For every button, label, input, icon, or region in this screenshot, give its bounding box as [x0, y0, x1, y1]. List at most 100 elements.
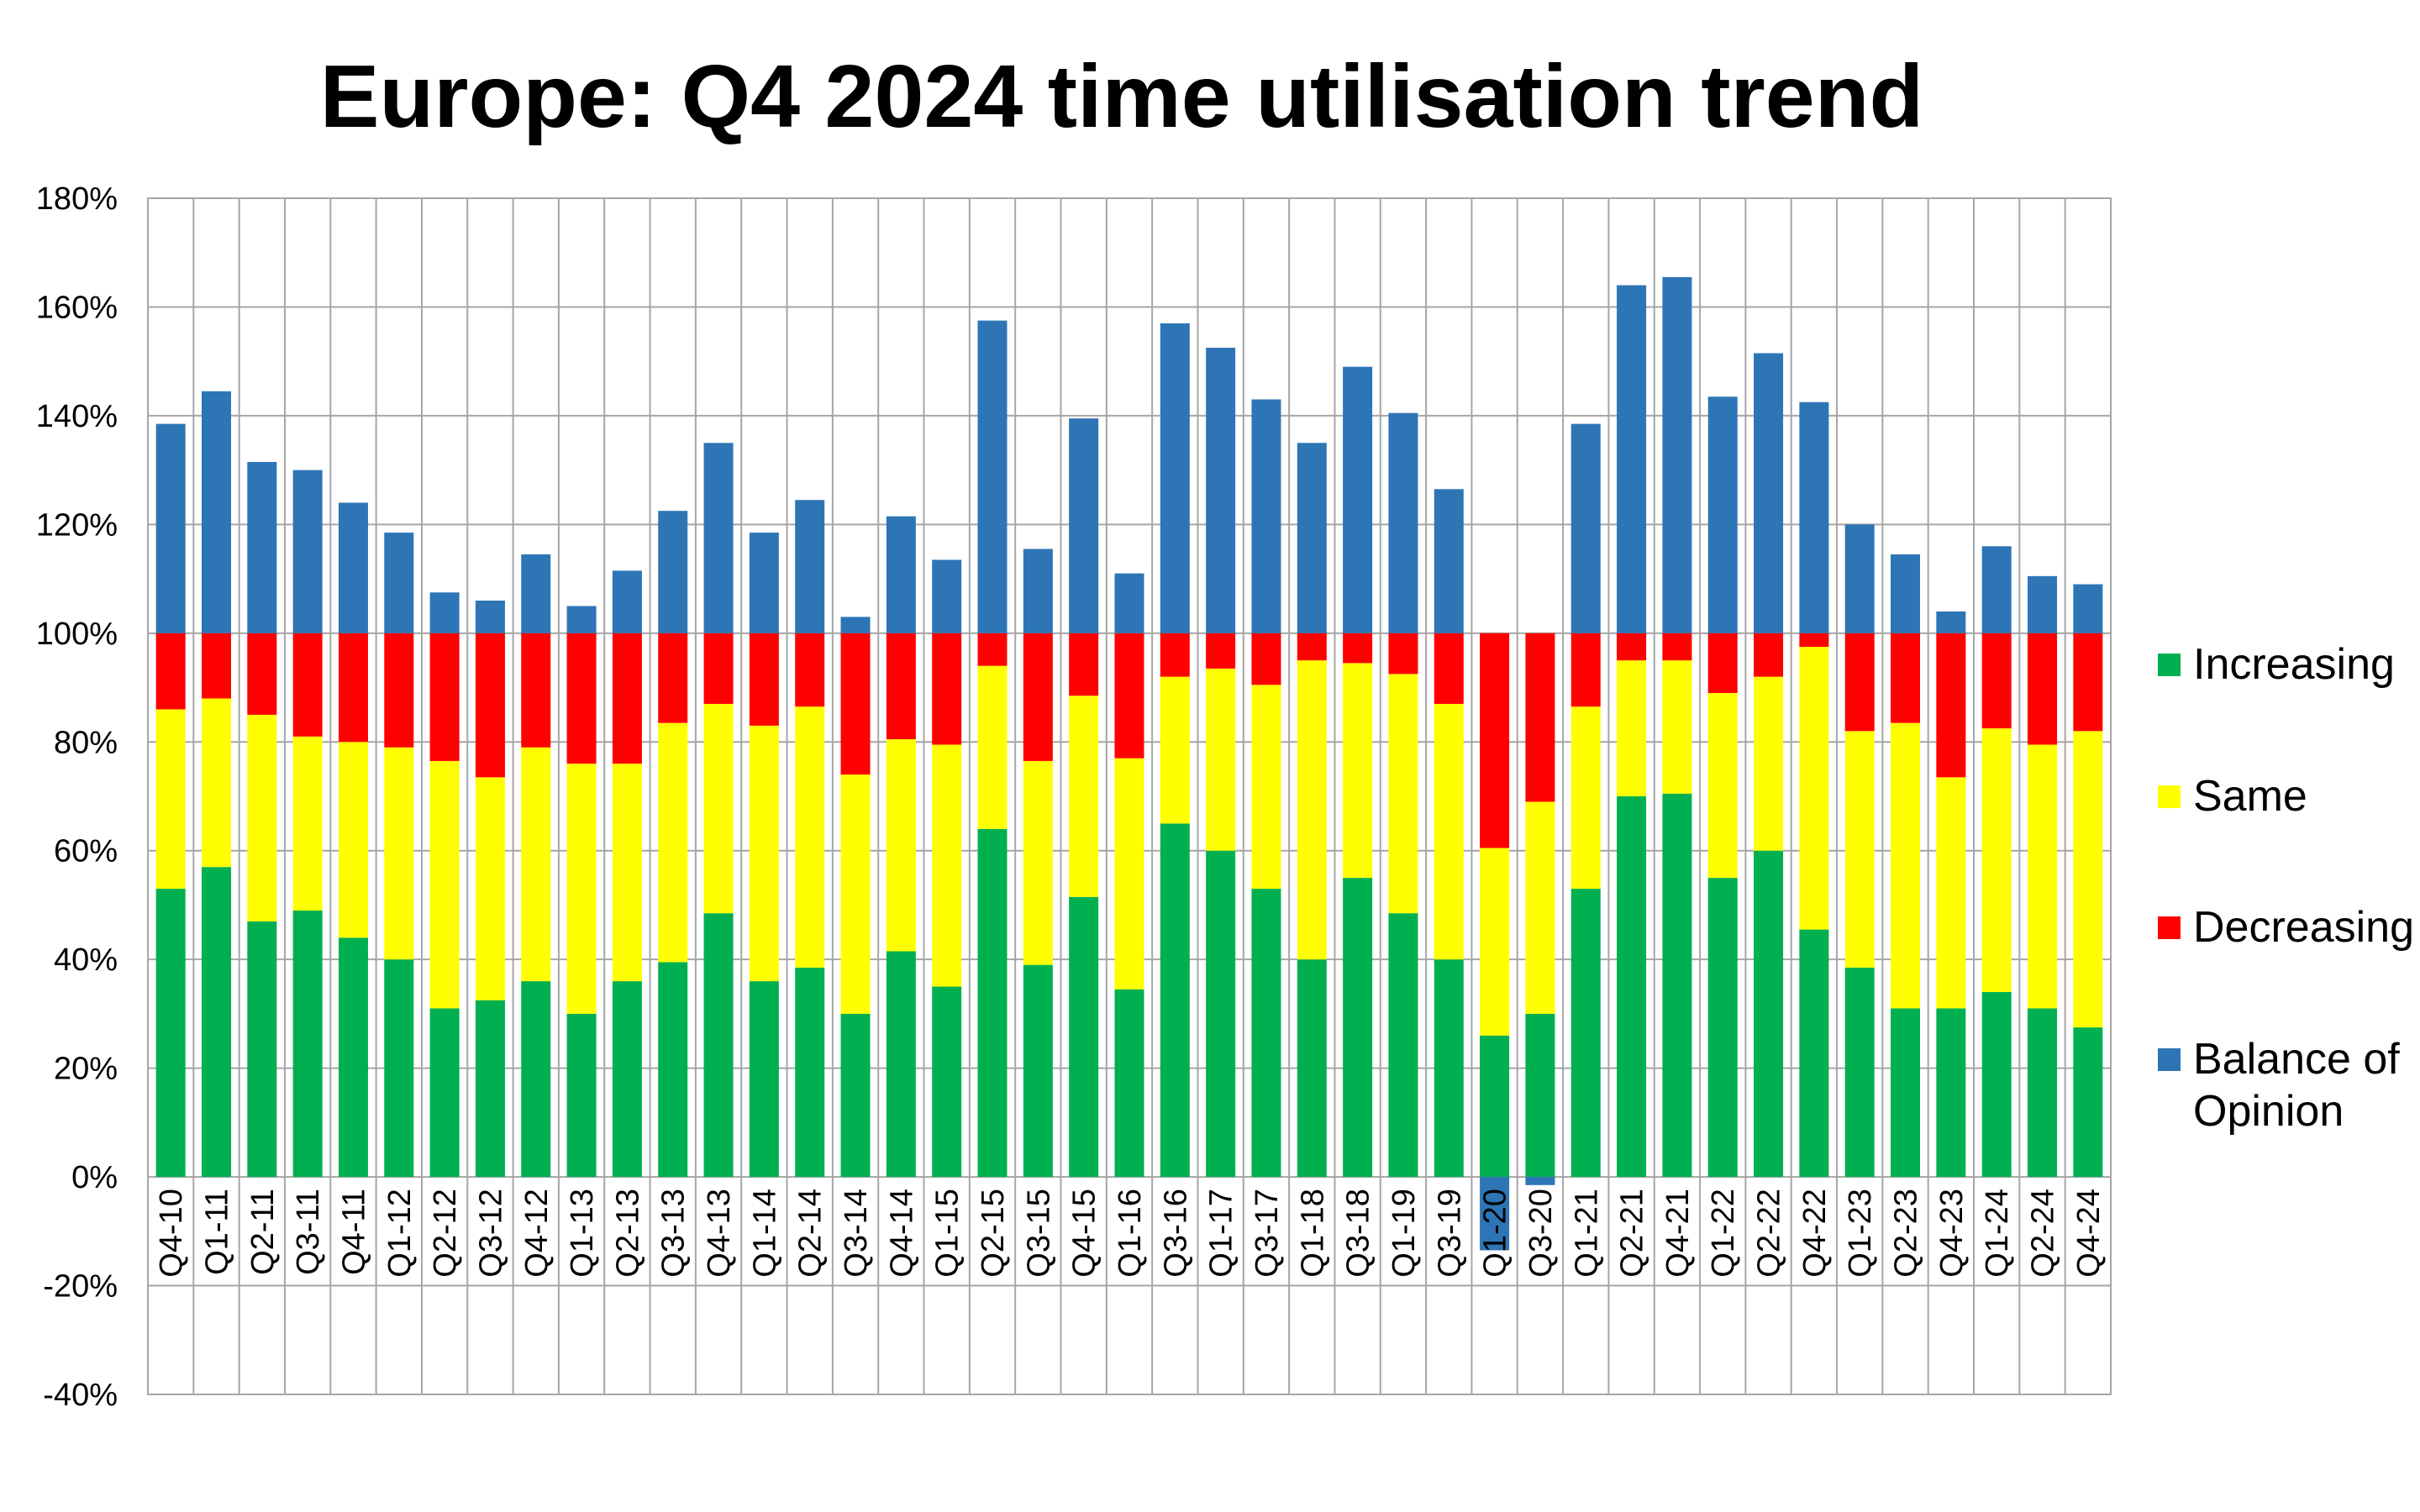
bar-group-q1-18: [1297, 443, 1327, 1178]
bar-increasing-q3-11: [292, 910, 323, 1178]
bar-increasing-q2-14: [795, 967, 825, 1178]
bar-decreasing-q1-20: [1480, 633, 1510, 848]
bar-balance-of-opinion-q1-20: [1480, 1177, 1510, 1251]
bar-decreasing-q1-18: [1297, 633, 1327, 661]
bar-group-q3-14: [840, 617, 871, 1178]
bar-group-q2-14: [795, 500, 825, 1178]
bar-balance-of-opinion-q4-15: [1069, 418, 1099, 633]
x-tick-label: Q3-20: [1523, 1189, 1559, 1278]
bar-balance-of-opinion-q2-15: [977, 320, 1007, 633]
bar-balance-of-opinion-q4-10: [155, 423, 186, 633]
bar-decreasing-q1-24: [1981, 633, 2012, 729]
bar-group-q4-24: [2073, 584, 2103, 1178]
bar-same-q4-24: [2073, 731, 2103, 1028]
bar-increasing-q2-11: [247, 921, 277, 1178]
x-tick-label: Q4-13: [702, 1189, 737, 1278]
bar-same-q4-21: [1662, 660, 1692, 794]
bar-balance-of-opinion-q1-18: [1297, 443, 1327, 633]
bar-balance-of-opinion-q3-16: [1160, 323, 1190, 633]
legend-swatch-same: [2158, 785, 2181, 808]
bar-group-q4-11: [338, 502, 368, 1178]
bar-group-q4-23: [1936, 611, 1966, 1178]
bar-balance-of-opinion-q3-11: [292, 470, 323, 633]
bar-balance-of-opinion-q4-21: [1662, 276, 1692, 633]
bar-same-q1-19: [1388, 674, 1418, 914]
bar-group-q4-15: [1069, 418, 1099, 1178]
bar-group-q3-20: [1525, 633, 1555, 1185]
bar-same-q1-20: [1480, 848, 1510, 1036]
x-tick-label: Q1-24: [1980, 1189, 2015, 1278]
bar-group-q4-12: [521, 554, 551, 1178]
bar-balance-of-opinion-q2-23: [1891, 554, 1921, 633]
bar-group-q1-13: [566, 606, 597, 1178]
bar-balance-of-opinion-q1-11: [201, 391, 231, 633]
bar-same-q3-14: [840, 774, 871, 1014]
bar-same-q3-17: [1251, 685, 1281, 890]
bar-same-q1-13: [566, 764, 597, 1014]
bar-increasing-q4-15: [1069, 896, 1099, 1178]
bar-balance-of-opinion-q2-22: [1754, 353, 1784, 633]
x-tick-label: Q1-13: [565, 1189, 600, 1278]
y-tick-label: 100%: [36, 617, 118, 652]
bar-group-q3-16: [1160, 323, 1190, 1178]
bar-decreasing-q3-17: [1251, 633, 1281, 685]
bar-increasing-q1-22: [1707, 878, 1738, 1178]
x-tick-label: Q4-10: [154, 1189, 189, 1278]
bar-balance-of-opinion-q1-17: [1206, 348, 1236, 633]
bar-increasing-q1-24: [1981, 992, 2012, 1178]
bar-decreasing-q2-21: [1617, 633, 1647, 661]
bar-decreasing-q4-21: [1662, 633, 1692, 661]
bar-increasing-q1-23: [1844, 967, 1875, 1178]
bar-group-q1-15: [932, 559, 962, 1178]
bar-decreasing-q2-22: [1754, 633, 1784, 677]
bar-decreasing-q3-15: [1023, 633, 1053, 761]
legend-item-balance-of-opinion: Balance of Opinion: [2158, 1033, 2420, 1137]
y-tick-label: 180%: [36, 181, 118, 217]
y-tick-label: 140%: [36, 399, 118, 434]
bar-group-q1-16: [1114, 573, 1144, 1178]
legend-label-decreasing: Decreasing: [2193, 903, 2415, 952]
bar-group-q3-11: [292, 470, 323, 1178]
bar-increasing-q4-13: [703, 913, 734, 1178]
bar-balance-of-opinion-q1-23: [1844, 524, 1875, 633]
bar-group-q1-17: [1206, 348, 1236, 1178]
legend-item-same: Same: [2158, 770, 2420, 822]
bar-decreasing-q2-12: [429, 633, 460, 761]
bar-increasing-q3-19: [1434, 959, 1464, 1178]
legend-item-increasing: Increasing: [2158, 638, 2420, 690]
bar-balance-of-opinion-q1-14: [749, 533, 779, 633]
bar-balance-of-opinion-q4-11: [338, 502, 368, 633]
bar-decreasing-q1-21: [1570, 633, 1601, 707]
bar-group-q2-21: [1617, 285, 1647, 1178]
x-tick-label: Q2-22: [1752, 1189, 1787, 1278]
y-tick-label: -20%: [43, 1269, 118, 1305]
x-tick-label: Q4-12: [519, 1189, 555, 1278]
bar-group-q3-15: [1023, 549, 1053, 1178]
bar-increasing-q4-24: [2073, 1027, 2103, 1178]
x-tick-label: Q1-11: [199, 1189, 234, 1275]
bar-decreasing-q1-11: [201, 633, 231, 699]
bar-decreasing-q3-13: [658, 633, 688, 723]
bar-group-q3-18: [1343, 366, 1373, 1178]
bar-same-q2-13: [612, 764, 642, 982]
y-tick-label: 160%: [36, 290, 118, 325]
bar-same-q1-23: [1844, 731, 1875, 968]
y-tick-label: -40%: [43, 1378, 118, 1413]
bar-increasing-q2-13: [612, 981, 642, 1178]
bar-same-q1-11: [201, 698, 231, 868]
x-tick-label: Q1-16: [1113, 1189, 1148, 1278]
y-axis-tick-labels: 180% 160% 140% 120% 100% 80% 60% 40% 20% 0% -20% -4…: [36, 181, 118, 1413]
bar-increasing-q4-12: [521, 981, 551, 1178]
bar-decreasing-q2-11: [247, 633, 277, 715]
bar-same-q2-23: [1891, 722, 1921, 1009]
bar-group-q2-24: [2028, 575, 2058, 1178]
bar-decreasing-q3-12: [475, 633, 505, 778]
chart-title: Europe: Q4 2024 time utilisation trend: [319, 47, 1924, 146]
bar-increasing-q1-11: [201, 867, 231, 1178]
x-tick-label: Q1-21: [1569, 1189, 1604, 1278]
bar-increasing-q2-21: [1617, 796, 1647, 1178]
bar-balance-of-opinion-q4-22: [1799, 402, 1829, 633]
bar-group-q1-23: [1844, 524, 1875, 1178]
bar-balance-of-opinion-q3-14: [840, 617, 871, 633]
x-tick-label: Q2-15: [976, 1189, 1011, 1278]
